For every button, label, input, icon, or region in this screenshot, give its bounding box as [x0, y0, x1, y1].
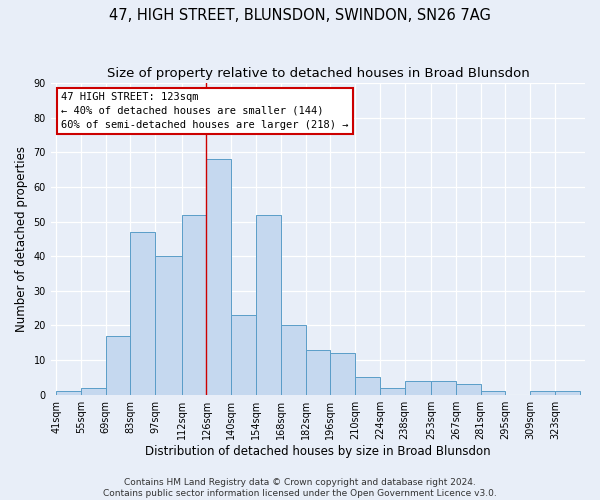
- Bar: [56, 391, 81, 394]
- Bar: [555, 391, 580, 394]
- Bar: [431, 381, 456, 394]
- Bar: [206, 159, 231, 394]
- Bar: [231, 315, 256, 394]
- Text: Contains HM Land Registry data © Crown copyright and database right 2024.
Contai: Contains HM Land Registry data © Crown c…: [103, 478, 497, 498]
- Bar: [481, 391, 505, 394]
- Title: Size of property relative to detached houses in Broad Blunsdon: Size of property relative to detached ho…: [107, 68, 529, 80]
- Text: 47, HIGH STREET, BLUNSDON, SWINDON, SN26 7AG: 47, HIGH STREET, BLUNSDON, SWINDON, SN26…: [109, 8, 491, 22]
- Bar: [530, 391, 555, 394]
- Y-axis label: Number of detached properties: Number of detached properties: [15, 146, 28, 332]
- Text: 47 HIGH STREET: 123sqm
← 40% of detached houses are smaller (144)
60% of semi-de: 47 HIGH STREET: 123sqm ← 40% of detached…: [61, 92, 349, 130]
- Bar: [380, 388, 404, 394]
- Bar: [130, 232, 155, 394]
- Bar: [106, 336, 130, 394]
- Bar: [330, 353, 355, 395]
- X-axis label: Distribution of detached houses by size in Broad Blunsdon: Distribution of detached houses by size …: [145, 444, 491, 458]
- Bar: [155, 256, 182, 394]
- Bar: [456, 384, 481, 394]
- Bar: [81, 388, 106, 394]
- Bar: [182, 214, 206, 394]
- Bar: [355, 378, 380, 394]
- Bar: [281, 326, 305, 394]
- Bar: [256, 214, 281, 394]
- Bar: [404, 381, 431, 394]
- Bar: [305, 350, 330, 395]
